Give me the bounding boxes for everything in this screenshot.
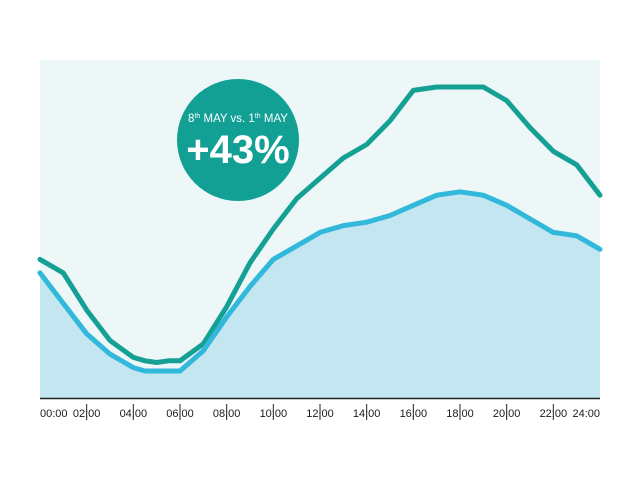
badge-subtitle: 8th MAY vs. 1th MAY xyxy=(188,113,288,125)
badge-day-b-suffix: th xyxy=(255,113,261,120)
x-tick-label: 04:00 xyxy=(120,408,148,420)
x-tick-label: 12:00 xyxy=(306,408,334,420)
series-line-1st-may xyxy=(37,189,603,374)
x-tick-label: 18:00 xyxy=(446,408,474,420)
x-tick-label: 14:00 xyxy=(353,408,381,420)
badge-day-a-suffix: th xyxy=(194,113,200,120)
series-lines xyxy=(37,84,603,374)
badge-end-text: MAY xyxy=(261,113,289,125)
x-tick-label: 20:00 xyxy=(493,408,521,420)
badge-circle xyxy=(177,79,299,201)
x-tick-label: 22:00 xyxy=(540,408,568,420)
x-tick-label: 02:00 xyxy=(73,408,101,420)
x-tick-label: 16:00 xyxy=(400,408,428,420)
series-line-8th-may xyxy=(37,84,603,365)
x-tick-label: 24:00 xyxy=(572,408,600,420)
x-axis-ticks: 00:00 02:00 04:00 06:00 08:00 10:00 12:00 14:00… xyxy=(40,404,600,420)
x-tick-label: 10:00 xyxy=(260,408,288,420)
comparison-badge: 8th MAY vs. 1th MAY +43% xyxy=(177,79,299,201)
x-tick-label: 08:00 xyxy=(213,408,241,420)
badge-day-a: 8 xyxy=(188,113,194,125)
badge-value: +43% xyxy=(186,128,289,172)
x-tick-label: 00:00 xyxy=(40,408,68,420)
badge-mid-text: MAY vs. 1 xyxy=(200,113,255,125)
area-1st-may xyxy=(40,191,600,398)
x-tick-label: 06:00 xyxy=(166,408,194,420)
